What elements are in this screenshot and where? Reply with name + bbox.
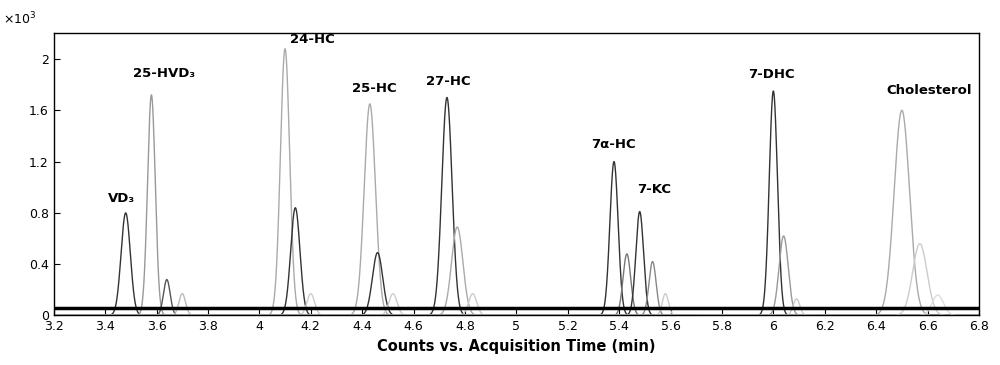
- Text: 7α-HC: 7α-HC: [591, 138, 635, 151]
- Text: 7-KC: 7-KC: [637, 183, 671, 196]
- Text: 27-HC: 27-HC: [426, 76, 471, 88]
- Text: 7-DHC: 7-DHC: [748, 68, 794, 81]
- Text: VD₃: VD₃: [108, 192, 135, 205]
- Text: $\times10^3$: $\times10^3$: [3, 11, 36, 28]
- Text: 25-HC: 25-HC: [352, 82, 396, 95]
- Text: 25-HVD₃: 25-HVD₃: [133, 66, 196, 80]
- X-axis label: Counts vs. Acquisition Time (min): Counts vs. Acquisition Time (min): [377, 339, 656, 354]
- Text: Cholesterol: Cholesterol: [886, 84, 972, 97]
- Text: 24-HC: 24-HC: [290, 33, 335, 46]
